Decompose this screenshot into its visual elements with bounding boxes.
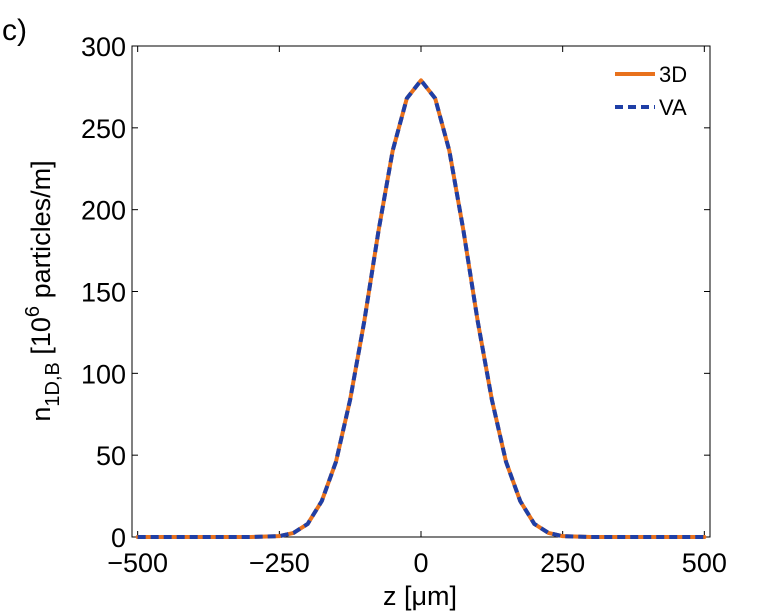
plot-area bbox=[131, 45, 711, 538]
y-axis-label: n1D,B [106 particles/m] bbox=[22, 160, 64, 421]
y-tick-label: 0 bbox=[111, 523, 126, 553]
y-axis: 0 50 100 150 200 250 300 bbox=[81, 32, 710, 553]
legend-label-3d: 3D bbox=[659, 62, 687, 87]
panel-label: c) bbox=[2, 14, 27, 47]
x-tick-label: 250 bbox=[540, 548, 585, 578]
x-axis-label: z [μm] bbox=[383, 581, 457, 611]
x-tick-label: −250 bbox=[249, 548, 310, 578]
y-axis-label-subscript: 1D,B bbox=[42, 362, 64, 406]
legend-label-va: VA bbox=[659, 95, 687, 120]
x-tick-label: 0 bbox=[413, 548, 428, 578]
y-axis-label-rest: particles/m] bbox=[26, 160, 56, 306]
plot-frame bbox=[131, 45, 711, 538]
y-tick-label: 300 bbox=[81, 32, 126, 62]
y-tick-label: 150 bbox=[81, 278, 126, 308]
x-tick-label: 500 bbox=[682, 548, 727, 578]
x-axis: −500 −250 0 250 500 bbox=[107, 46, 727, 578]
y-tick-label: 100 bbox=[81, 359, 126, 389]
y-tick-label: 250 bbox=[81, 114, 126, 144]
y-axis-label-superscript: 6 bbox=[22, 306, 44, 317]
series-line-va bbox=[137, 78, 705, 539]
y-axis-label-bracket: [10 bbox=[26, 317, 56, 362]
y-axis-label-base: n bbox=[26, 407, 56, 422]
x-tick-label: −500 bbox=[107, 548, 168, 578]
series-layer bbox=[135, 78, 707, 539]
legend: 3D VA bbox=[615, 62, 687, 120]
y-tick-label: 50 bbox=[96, 441, 126, 471]
y-tick-label: 200 bbox=[81, 196, 126, 226]
